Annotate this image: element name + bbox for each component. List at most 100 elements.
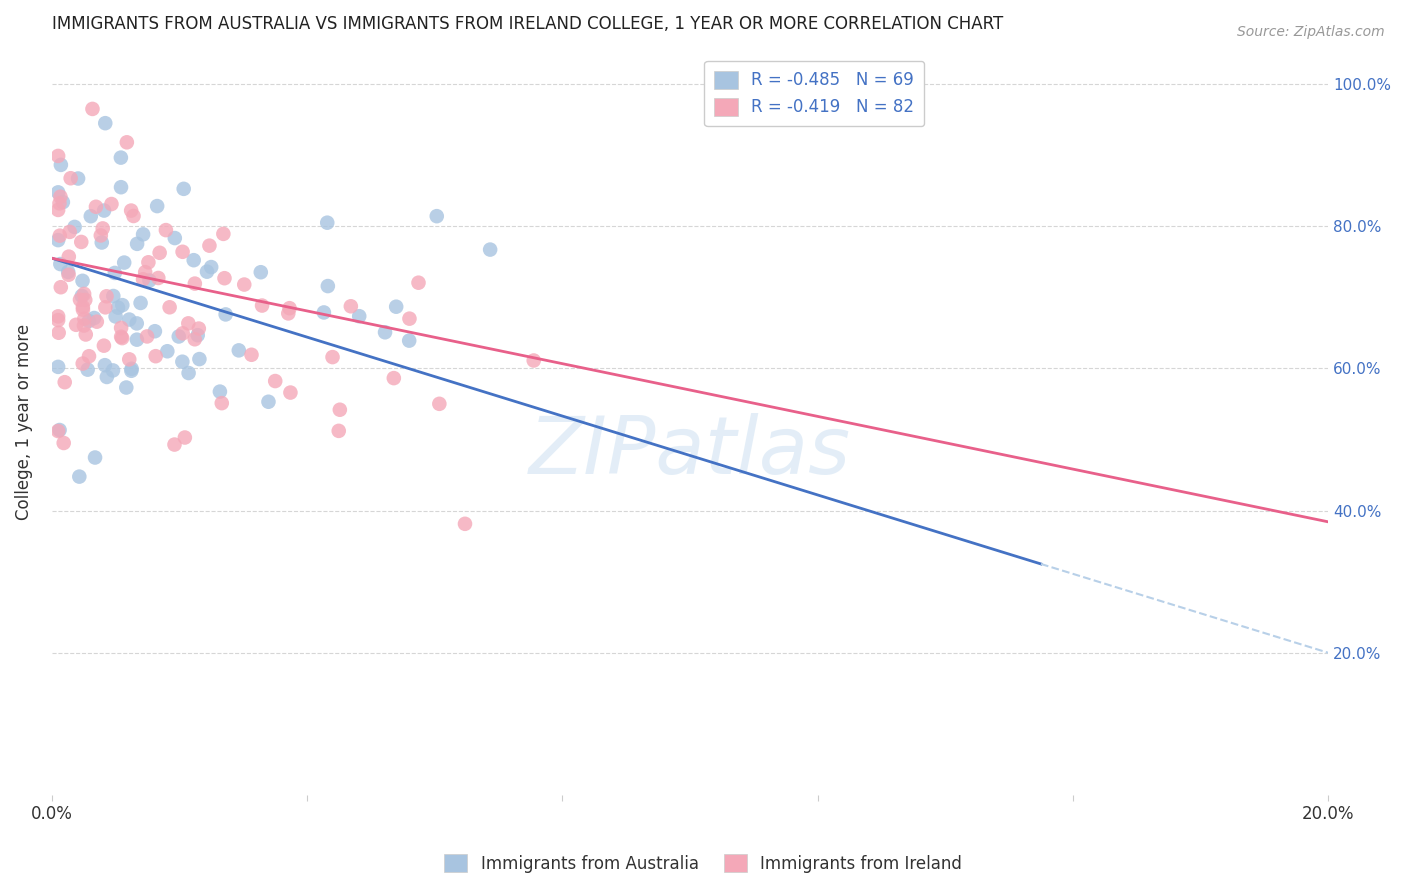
Point <box>233 277 256 292</box>
Point <box>104 310 127 324</box>
Point <box>173 182 195 196</box>
Point <box>257 394 280 409</box>
Point <box>46 424 69 438</box>
Point <box>77 314 100 328</box>
Point <box>408 276 430 290</box>
Point <box>264 374 287 388</box>
Point <box>90 228 112 243</box>
Point <box>177 317 200 331</box>
Point <box>111 298 134 312</box>
Point <box>49 280 72 294</box>
Point <box>93 339 115 353</box>
Point <box>48 196 70 211</box>
Point <box>172 355 194 369</box>
Point <box>159 300 181 314</box>
Point <box>184 277 207 291</box>
Point <box>49 158 72 172</box>
Point <box>70 289 93 303</box>
Point <box>146 199 169 213</box>
Point <box>122 209 145 223</box>
Point <box>187 321 209 335</box>
Point <box>398 334 420 348</box>
Point <box>340 299 363 313</box>
Point <box>121 361 143 376</box>
Point <box>91 221 114 235</box>
Point <box>67 469 90 483</box>
Point <box>107 301 129 315</box>
Point <box>104 266 127 280</box>
Text: ZIPatlas: ZIPatlas <box>529 413 851 491</box>
Y-axis label: College, 1 year or more: College, 1 year or more <box>15 324 32 520</box>
Point <box>72 274 94 288</box>
Point <box>148 271 170 285</box>
Point <box>101 363 124 377</box>
Point <box>112 255 135 269</box>
Point <box>125 317 148 331</box>
Point <box>125 333 148 347</box>
Point <box>110 321 132 335</box>
Point <box>84 200 107 214</box>
Point <box>277 306 299 320</box>
Point <box>374 326 396 340</box>
Point <box>136 329 159 343</box>
Point <box>145 349 167 363</box>
Point <box>96 370 118 384</box>
Point <box>149 245 172 260</box>
Point <box>427 397 450 411</box>
Point <box>118 312 141 326</box>
Text: Source: ZipAtlas.com: Source: ZipAtlas.com <box>1237 25 1385 39</box>
Point <box>143 324 166 338</box>
Point <box>200 260 222 274</box>
Legend: Immigrants from Australia, Immigrants from Ireland: Immigrants from Australia, Immigrants fr… <box>437 847 969 880</box>
Point <box>96 289 118 303</box>
Point <box>228 343 250 358</box>
Point <box>52 436 75 450</box>
Point <box>72 300 94 314</box>
Point <box>76 362 98 376</box>
Point <box>347 309 370 323</box>
Point <box>316 216 339 230</box>
Point <box>77 349 100 363</box>
Point <box>184 332 207 346</box>
Point <box>134 265 156 279</box>
Point <box>127 236 149 251</box>
Point <box>278 301 301 316</box>
Point <box>163 437 186 451</box>
Point <box>48 423 70 437</box>
Point <box>195 265 218 279</box>
Point <box>110 330 132 344</box>
Point <box>86 315 108 329</box>
Point <box>110 151 132 165</box>
Point <box>75 293 97 307</box>
Point <box>59 171 82 186</box>
Point <box>58 268 80 282</box>
Point <box>94 358 117 372</box>
Point <box>84 450 107 465</box>
Point <box>132 272 155 286</box>
Point <box>398 311 420 326</box>
Point <box>385 300 408 314</box>
Point <box>67 171 90 186</box>
Point <box>172 244 194 259</box>
Point <box>132 227 155 242</box>
Point <box>72 357 94 371</box>
Point <box>46 149 69 163</box>
Point <box>73 318 96 333</box>
Point <box>212 227 235 241</box>
Point <box>111 331 134 345</box>
Point <box>156 344 179 359</box>
Point <box>69 293 91 307</box>
Point <box>94 301 117 315</box>
Point <box>46 359 69 374</box>
Point <box>426 209 449 223</box>
Point <box>93 203 115 218</box>
Point <box>103 289 125 303</box>
Point <box>100 197 122 211</box>
Point <box>83 311 105 326</box>
Point <box>187 328 209 343</box>
Point <box>280 385 302 400</box>
Point <box>163 231 186 245</box>
Point <box>328 424 350 438</box>
Point <box>155 223 177 237</box>
Point <box>172 326 194 341</box>
